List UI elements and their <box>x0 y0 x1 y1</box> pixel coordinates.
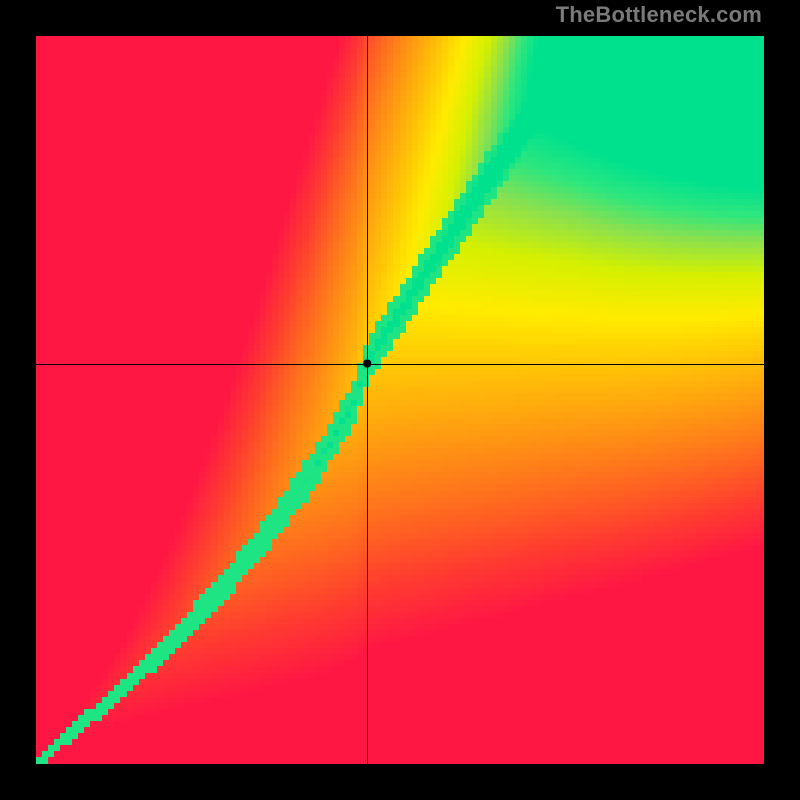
watermark-text: TheBottleneck.com <box>556 2 762 28</box>
bottleneck-heatmap <box>36 36 764 764</box>
page-frame: TheBottleneck.com <box>0 0 800 800</box>
